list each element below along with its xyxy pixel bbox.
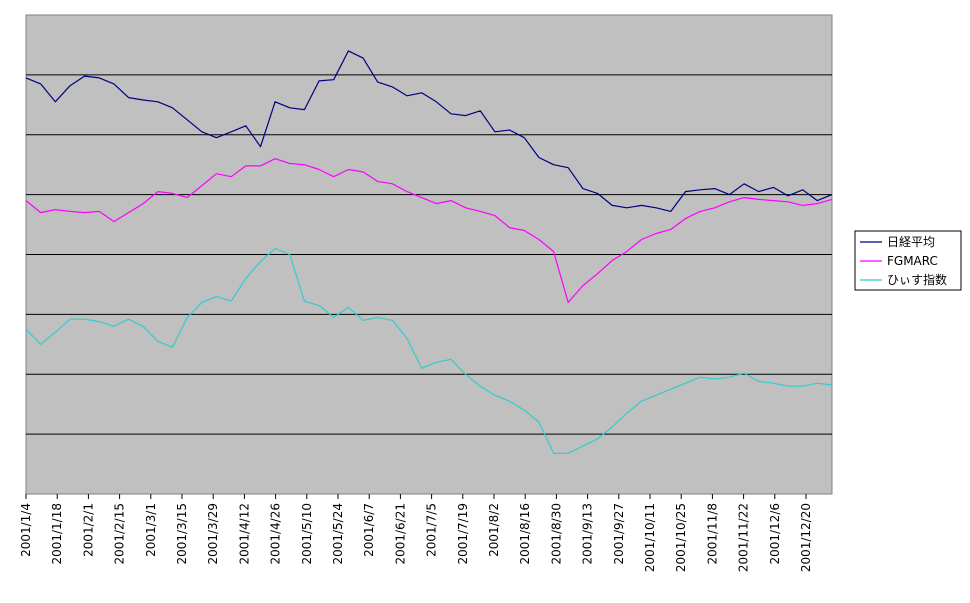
series-line-1: [25, 158, 833, 303]
x-tick-label: 2001/7/19: [456, 503, 470, 565]
x-tick-label: 2001/5/10: [300, 503, 314, 565]
x-tick-label: 2001/12/6: [768, 503, 782, 565]
x-tick-label: 2001/8/30: [549, 503, 563, 565]
x-tick-label: 2001/5/24: [331, 503, 345, 565]
x-tick-label: 2001/11/22: [737, 503, 751, 572]
x-tick-label: 2001/3/29: [206, 503, 220, 565]
x-tick-label: 2001/2/1: [81, 503, 95, 557]
x-tick-label: 2001/6/7: [362, 503, 376, 557]
x-tick-label: 2001/4/12: [237, 503, 251, 565]
x-tick-label: 2001/10/11: [643, 503, 657, 572]
x-tick-label: 2001/11/8: [705, 503, 719, 565]
x-tick-label: 2001/3/1: [144, 503, 158, 557]
x-tick-label: 2001/10/25: [674, 503, 688, 572]
gridlines: [26, 74, 832, 435]
legend-label-hiisu: ひぃす指数: [887, 272, 947, 287]
legend: 日経平均 FGMARC ひぃす指数: [854, 230, 962, 291]
x-tick-label: 2001/9/27: [612, 503, 626, 565]
x-tick-label: 2001/8/2: [487, 503, 501, 557]
x-tick-label: 2001/8/16: [518, 503, 532, 565]
x-tick-label: 2001/1/18: [50, 503, 64, 565]
series-lines: [25, 50, 833, 454]
series-line-2: [25, 247, 833, 454]
x-tick-label: 2001/1/4: [19, 503, 33, 557]
x-tick-label: 2001/4/26: [269, 503, 283, 565]
x-axis: 2001/1/4 2001/1/18 2001/2/1 2001/2/15 2001/3…: [19, 494, 813, 572]
x-tick-label: 2001/12/20: [799, 503, 813, 572]
x-tick-label: 2001/3/15: [175, 503, 189, 565]
series-line-0: [25, 50, 833, 212]
x-tick-label: 2001/2/15: [113, 503, 127, 565]
x-tick-label: 2001/9/13: [581, 503, 595, 565]
legend-label-fgmarc: FGMARC: [887, 254, 938, 268]
legend-label-nikkei: 日経平均: [887, 235, 935, 249]
x-tick-label: 2001/7/5: [425, 503, 439, 557]
x-tick-label: 2001/6/21: [393, 503, 407, 565]
